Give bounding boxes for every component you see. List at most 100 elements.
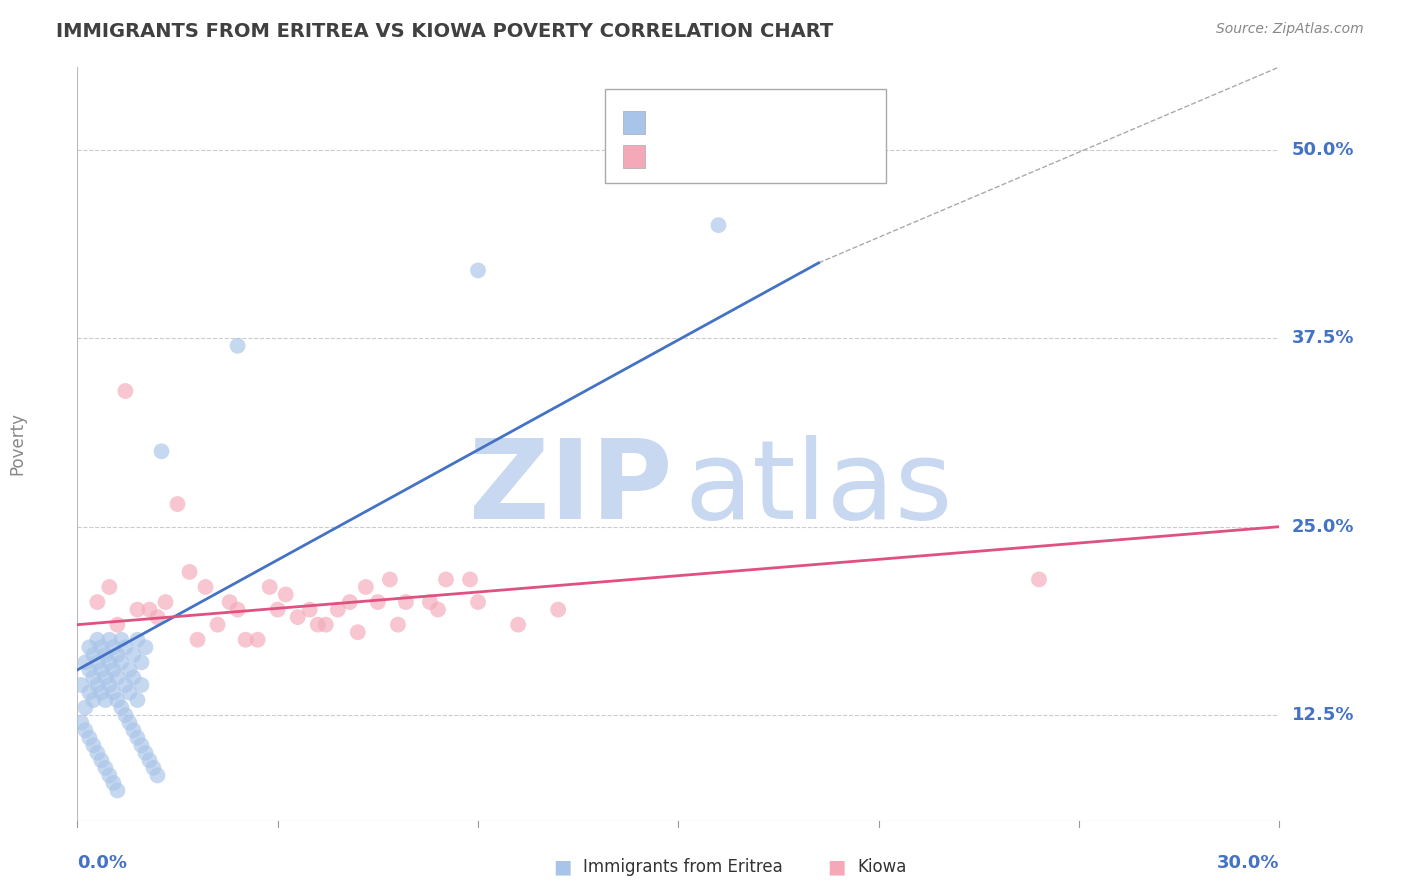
Point <box>107 648 129 662</box>
Point <box>508 617 530 632</box>
Point <box>94 761 117 775</box>
Point <box>235 632 257 647</box>
Point <box>434 573 457 587</box>
Point <box>707 218 730 232</box>
Text: Source: ZipAtlas.com: Source: ZipAtlas.com <box>1216 22 1364 37</box>
Point <box>107 783 129 797</box>
Point <box>259 580 281 594</box>
Point <box>339 595 361 609</box>
Text: Kiowa: Kiowa <box>858 858 907 876</box>
Text: R = 0.204   N = 40: R = 0.204 N = 40 <box>654 145 838 163</box>
Point <box>155 595 177 609</box>
Point <box>86 632 108 647</box>
Point <box>127 602 149 616</box>
Point <box>118 685 141 699</box>
Point <box>122 670 145 684</box>
Point <box>103 663 125 677</box>
Point <box>131 656 153 670</box>
Point <box>298 602 321 616</box>
Point <box>110 656 132 670</box>
Point <box>207 617 229 632</box>
Text: R = 0.480   N = 64: R = 0.480 N = 64 <box>654 112 838 129</box>
Text: 37.5%: 37.5% <box>1292 329 1354 347</box>
Point <box>90 663 112 677</box>
Point <box>90 640 112 655</box>
Point <box>86 678 108 692</box>
Point <box>367 595 389 609</box>
Point <box>150 444 173 458</box>
Point <box>354 580 377 594</box>
Point <box>315 617 337 632</box>
Point <box>98 580 121 594</box>
Point <box>134 640 156 655</box>
Point <box>458 573 481 587</box>
Point <box>547 602 569 616</box>
Point <box>82 648 104 662</box>
Point <box>82 739 104 753</box>
Point <box>82 670 104 684</box>
Point <box>98 768 121 782</box>
Text: 25.0%: 25.0% <box>1292 517 1354 536</box>
Point <box>103 685 125 699</box>
Point <box>427 602 450 616</box>
Point <box>114 678 136 692</box>
Text: 12.5%: 12.5% <box>1292 706 1354 724</box>
Point <box>226 602 249 616</box>
Point <box>86 656 108 670</box>
Point <box>267 602 290 616</box>
Point <box>134 746 156 760</box>
Point <box>122 648 145 662</box>
Text: atlas: atlas <box>685 435 953 542</box>
Point <box>86 746 108 760</box>
Point <box>82 693 104 707</box>
Point <box>138 602 160 616</box>
Point <box>1028 573 1050 587</box>
Point <box>114 640 136 655</box>
Text: IMMIGRANTS FROM ERITREA VS KIOWA POVERTY CORRELATION CHART: IMMIGRANTS FROM ERITREA VS KIOWA POVERTY… <box>56 22 834 41</box>
Point <box>103 640 125 655</box>
Point <box>146 610 169 624</box>
Point <box>218 595 240 609</box>
Point <box>122 723 145 738</box>
Point <box>110 632 132 647</box>
Point <box>395 595 418 609</box>
Point <box>75 723 97 738</box>
Point <box>419 595 441 609</box>
Point <box>131 678 153 692</box>
Point <box>166 497 188 511</box>
Point <box>118 663 141 677</box>
Point <box>75 700 97 714</box>
Text: 50.0%: 50.0% <box>1292 141 1354 159</box>
Point <box>138 753 160 767</box>
Point <box>146 768 169 782</box>
Point <box>107 670 129 684</box>
Point <box>467 263 489 277</box>
Point <box>307 617 329 632</box>
Point <box>107 617 129 632</box>
Point <box>127 632 149 647</box>
Point <box>103 776 125 790</box>
Point <box>107 693 129 707</box>
Point <box>70 678 93 692</box>
Point <box>179 565 201 579</box>
Point <box>98 632 121 647</box>
Point <box>246 632 269 647</box>
Point <box>142 761 165 775</box>
Point <box>70 715 93 730</box>
Point <box>326 602 349 616</box>
Point <box>186 632 209 647</box>
Point <box>467 595 489 609</box>
Text: 30.0%: 30.0% <box>1218 854 1279 871</box>
Text: ZIP: ZIP <box>470 435 672 542</box>
Point <box>114 384 136 398</box>
Point <box>110 700 132 714</box>
Point <box>79 663 101 677</box>
Point <box>378 573 401 587</box>
Point <box>79 731 101 745</box>
Point <box>94 670 117 684</box>
Point <box>94 693 117 707</box>
Point <box>98 656 121 670</box>
Text: ■: ■ <box>827 857 846 877</box>
Point <box>98 678 121 692</box>
Point <box>127 731 149 745</box>
